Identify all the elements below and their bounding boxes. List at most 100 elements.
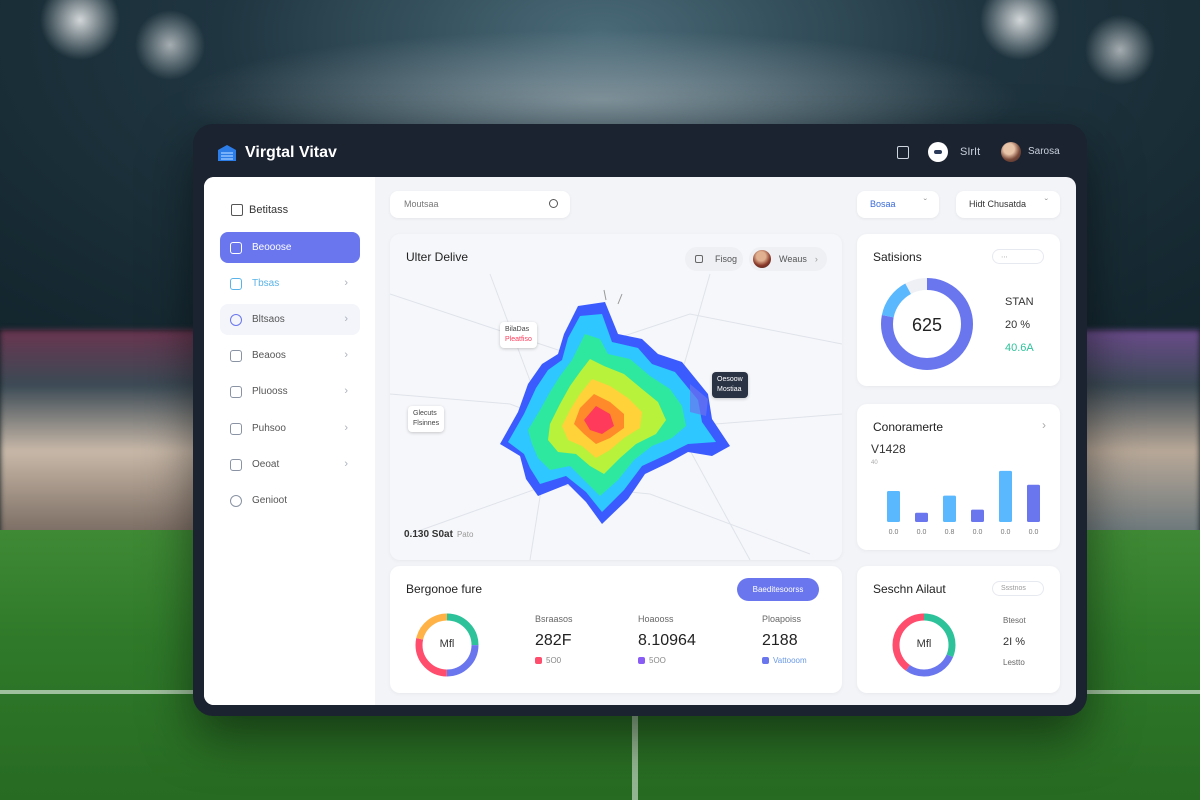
app-window: Virgtal Vitav SIrIt Sarosa Betitass Beoo… bbox=[193, 124, 1087, 716]
heatmap-shape bbox=[500, 289, 730, 524]
account-label[interactable]: Sarosa bbox=[1028, 146, 1060, 157]
map-tooltip: Glecuts Flsinnes bbox=[408, 406, 445, 432]
stat-value: 2188 bbox=[762, 632, 798, 649]
tooltip-line: Pleatfiso bbox=[505, 336, 532, 343]
stat-dot bbox=[638, 657, 645, 664]
score-stat: 40.6A bbox=[1005, 342, 1034, 354]
map-filter-label: Fisog bbox=[715, 254, 738, 264]
stat-sub: Vattooom bbox=[762, 656, 872, 665]
player-avatar bbox=[753, 250, 771, 268]
bars-card: Conoramerte › V1428 40 0.0 0.0 0.8 0.0 0.0 0.… bbox=[857, 404, 1060, 550]
session-dropdown[interactable]: Ssstnos bbox=[992, 581, 1044, 596]
calendar-icon bbox=[230, 422, 242, 435]
search-input[interactable]: Moutsaa bbox=[390, 191, 570, 218]
sidebar-item-5[interactable]: Pluooss › bbox=[220, 376, 360, 407]
sidebar-item-label: Puhsoo bbox=[252, 423, 286, 434]
session-donut-label: Mfl bbox=[916, 638, 932, 650]
sidebar-item-2[interactable]: Tbsas › bbox=[220, 268, 360, 299]
settings-icon bbox=[230, 494, 242, 507]
sidebar-item-label: Beooose bbox=[252, 242, 292, 253]
search-icon bbox=[549, 199, 558, 208]
bars-value: V1428 bbox=[871, 442, 906, 456]
stat-sub-text: 5OO bbox=[649, 656, 666, 665]
filter-icon bbox=[695, 255, 703, 263]
breakdown-card: Bergonoe fure Baeditesoorss Mfl Bsraasos… bbox=[390, 566, 842, 693]
stat-sub: 5OO bbox=[638, 656, 748, 665]
stat-value: 8.10964 bbox=[638, 632, 696, 649]
breakdown-donut bbox=[415, 613, 479, 677]
filter-label: Bosaa bbox=[870, 199, 896, 209]
score-period-dropdown[interactable]: ⋯ bbox=[992, 249, 1044, 264]
sidebar-header: Betitass bbox=[231, 204, 288, 216]
session-title: Seschn Ailaut bbox=[873, 582, 946, 596]
floodlights bbox=[0, 0, 1200, 140]
map-footer: 0.130 S0at Pato bbox=[404, 529, 473, 540]
breakdown-button[interactable]: Baeditesoorss bbox=[737, 578, 819, 601]
bar-tick-label: 0.0 bbox=[889, 529, 899, 536]
stat-label: Hoaooss bbox=[638, 614, 674, 624]
bar-3 bbox=[943, 495, 956, 522]
sidebar-item-label: Beaoos bbox=[252, 350, 286, 361]
bar-chart: 0.0 0.0 0.8 0.0 0.0 0.0 bbox=[887, 470, 1040, 536]
sidebar: Betitass Beooose Tbsas › Bltsaos › Beaoo… bbox=[204, 177, 375, 705]
bars-title: Conoramerte bbox=[873, 420, 944, 434]
chevron-right-icon: › bbox=[344, 458, 348, 470]
bars-axis-label: 40 bbox=[871, 460, 878, 466]
bar-tick-label: 0.0 bbox=[973, 529, 983, 536]
session-card: Seschn Ailaut Ssstnos Mfl Btesot 2I % Le… bbox=[857, 566, 1060, 693]
stat-label: Ploapoiss bbox=[762, 614, 802, 624]
stat-3: Ploapoiss 2188 Vattooom bbox=[762, 614, 872, 665]
bar-tick-label: 0.0 bbox=[1001, 529, 1011, 536]
chevron-right-icon: › bbox=[344, 277, 348, 289]
window-icon[interactable] bbox=[897, 146, 909, 159]
sidebar-item-1[interactable]: Beooose bbox=[220, 232, 360, 263]
player-label: Weaus bbox=[779, 254, 807, 264]
sidebar-item-4[interactable]: Beaoos › bbox=[220, 340, 360, 371]
tooltip-line: BilaDas bbox=[505, 326, 530, 333]
score-stat: STAN bbox=[1005, 296, 1034, 308]
map-filter-pill[interactable]: Fisog bbox=[685, 247, 743, 271]
player-select[interactable]: Weaus › bbox=[749, 247, 827, 271]
globe-icon bbox=[230, 313, 242, 326]
stat-dot bbox=[762, 657, 769, 664]
score-ring bbox=[881, 278, 973, 370]
tooltip-line: Oesoow bbox=[717, 376, 743, 383]
chevron-right-icon[interactable]: › bbox=[1042, 418, 1046, 432]
chevron-down-icon: ˇ bbox=[1044, 198, 1048, 209]
map-footer-sub: Pato bbox=[456, 530, 474, 539]
map-tooltip: BilaDas Pleatfiso bbox=[500, 322, 537, 348]
chevron-right-icon: › bbox=[344, 422, 348, 434]
sidebar-item-8[interactable]: Genioot bbox=[220, 485, 360, 516]
user-label[interactable]: SIrIt bbox=[960, 146, 981, 158]
sidebar-item-label: Oeoat bbox=[252, 459, 280, 470]
sidebar-item-6[interactable]: Puhsoo › bbox=[220, 413, 360, 444]
map-footer-value: 0.130 S0at bbox=[404, 529, 453, 540]
titlebar: Virgtal Vitav SIrIt Sarosa bbox=[193, 124, 1087, 178]
tooltip-line: Mostiaa bbox=[717, 386, 742, 393]
view-dropdown[interactable]: Hidt Chusatda ˇ bbox=[956, 191, 1060, 218]
sidebar-item-7[interactable]: Oeoat › bbox=[220, 449, 360, 480]
dropdown-label: Hidt Chusatda bbox=[969, 199, 1027, 209]
session-stat: Btesot bbox=[1003, 616, 1026, 625]
chevron-right-icon: › bbox=[814, 254, 818, 264]
content-area: Betitass Beooose Tbsas › Bltsaos › Beaoo… bbox=[204, 177, 1076, 705]
heatmap-title: Ulter Delive bbox=[406, 250, 469, 264]
heatmap-card: Ulter Delive Fisog Weaus › bbox=[390, 234, 842, 560]
avatar[interactable] bbox=[1001, 142, 1021, 162]
sidebar-item-label: Genioot bbox=[252, 495, 288, 506]
stat-label: Bsraasos bbox=[535, 614, 573, 624]
stand-right bbox=[1080, 330, 1200, 550]
stat-sub: 5O0 bbox=[535, 656, 645, 665]
score-stat: 20 % bbox=[1005, 319, 1031, 331]
bar-6 bbox=[1027, 484, 1040, 522]
notification-icon[interactable] bbox=[928, 142, 948, 162]
filter-button[interactable]: Bosaa ˇ bbox=[857, 191, 939, 218]
home-icon bbox=[230, 241, 242, 254]
tooltip-line: Flsinnes bbox=[413, 420, 440, 427]
chevron-right-icon: › bbox=[344, 349, 348, 361]
session-stat: 2I % bbox=[1003, 636, 1026, 648]
sidebar-item-3[interactable]: Bltsaos › bbox=[220, 304, 360, 335]
folder-icon bbox=[231, 204, 243, 216]
heatmap[interactable] bbox=[390, 234, 842, 560]
document-icon bbox=[230, 349, 242, 362]
